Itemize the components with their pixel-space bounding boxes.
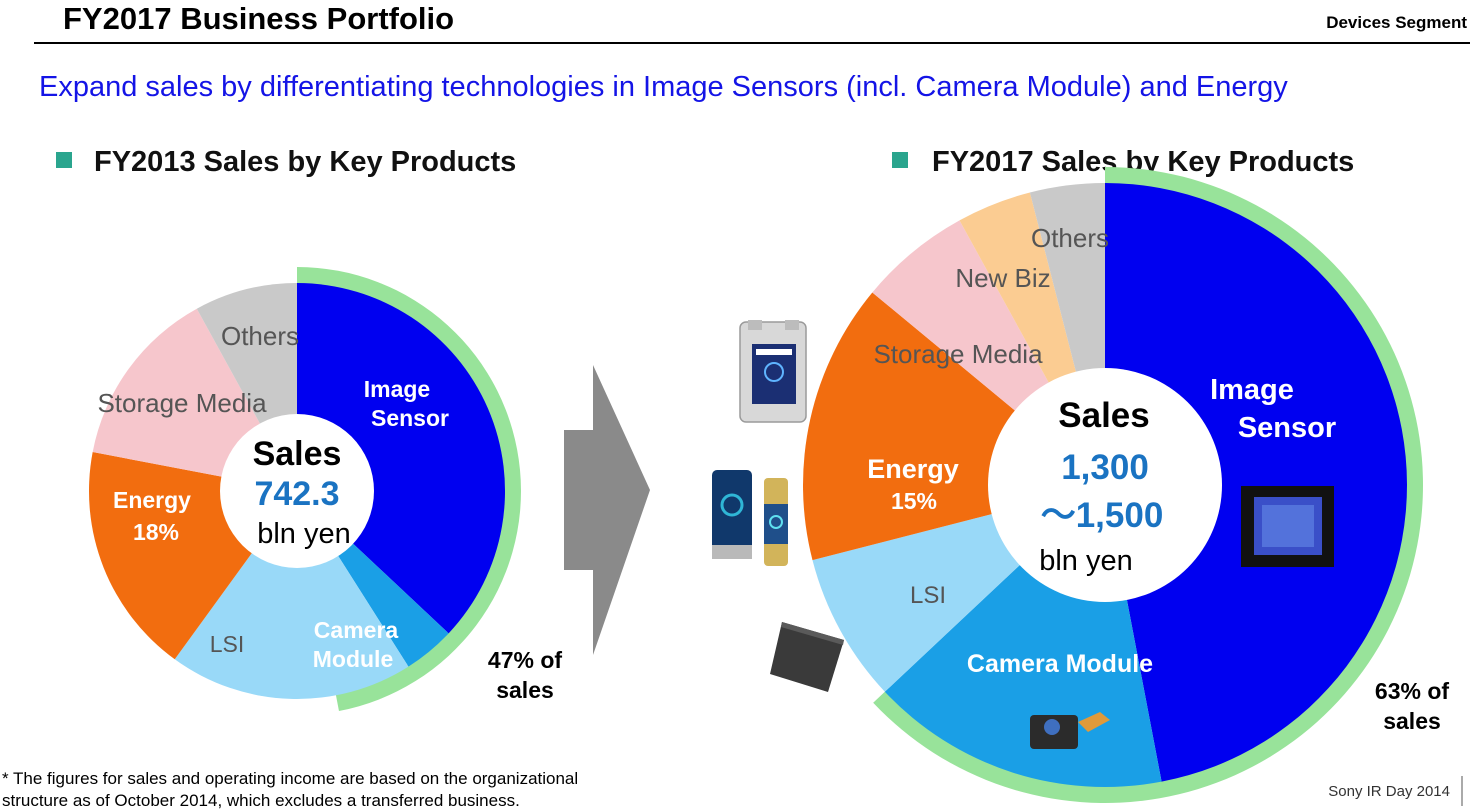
footnote-line1: * The figures for sales and operating in… xyxy=(2,769,578,788)
slice-label-camera-line1: Camera xyxy=(314,617,399,643)
slice-label-lsi: LSI xyxy=(210,631,245,657)
image-sensor-chip-icon xyxy=(1241,486,1334,567)
slice-label-others: Others xyxy=(221,321,299,351)
slice-label-image-sensor-line1: Image xyxy=(1210,374,1294,406)
slice-lsi xyxy=(174,491,409,700)
bullet-square-icon xyxy=(56,152,72,168)
slice-label-new-biz: New Biz xyxy=(955,263,1050,293)
donut-hole xyxy=(220,414,374,568)
slice-label-energy: Energy xyxy=(867,454,959,484)
donut-hole xyxy=(988,368,1222,602)
center-unit: bln yen xyxy=(257,518,351,550)
slice-image-sensor xyxy=(297,283,506,634)
share-label-line1: 47% of xyxy=(488,647,562,673)
brand-footer: Sony IR Day 2014 xyxy=(1328,783,1450,800)
camera-module-icon xyxy=(1030,712,1110,749)
lsi-chip-icon xyxy=(770,622,844,692)
slice-label-camera-line2: Module xyxy=(313,646,394,672)
slice-label-storage-media: Storage Media xyxy=(97,388,267,418)
slice-label-image-sensor-line2: Sensor xyxy=(1238,412,1336,444)
chart-title-fy2013: FY2013 Sales by Key Products xyxy=(94,146,516,178)
slice-label-image-sensor-line2: Sensor xyxy=(371,405,449,431)
slice-label-energy: Energy xyxy=(113,487,191,513)
share-label-line2: sales xyxy=(1383,708,1441,734)
slice-label-storage-media: Storage Media xyxy=(873,339,1043,369)
center-unit: bln yen xyxy=(1039,545,1133,577)
batteries-icon xyxy=(712,470,788,566)
slice-label-lsi: LSI xyxy=(910,582,946,609)
share-label-line2: sales xyxy=(496,677,554,703)
slice-label-camera-module: Camera Module xyxy=(967,650,1153,678)
center-label-sales: Sales xyxy=(253,435,342,473)
page-title: FY2017 Business Portfolio xyxy=(63,1,454,36)
slice-image-sensor xyxy=(1105,183,1407,782)
bullet-square-icon xyxy=(892,152,908,168)
center-value: 742.3 xyxy=(254,475,339,513)
donut-chart-fy2017: Image Sensor Camera Module LSI Energy 15… xyxy=(803,167,1449,803)
slice-label-others: Others xyxy=(1031,223,1109,253)
slide-subtitle: Expand sales by differentiating technolo… xyxy=(39,71,1288,103)
growth-arrow-icon xyxy=(564,365,650,655)
slice-label-energy-pct: 18% xyxy=(133,519,179,545)
slice-label-energy-pct: 15% xyxy=(891,488,937,514)
donut-chart-fy2013: Image Sensor Camera Module LSI Energy 18… xyxy=(88,267,562,712)
segment-label: Devices Segment xyxy=(1326,13,1467,32)
center-value-line2: ～1,500 xyxy=(1041,496,1164,535)
slice-label-image-sensor-line1: Image xyxy=(364,376,430,402)
highlight-ring-fy2017 xyxy=(873,167,1423,803)
center-value-line1: 1,300 xyxy=(1061,448,1149,487)
center-label-sales: Sales xyxy=(1058,396,1149,435)
share-label-line1: 63% of xyxy=(1375,678,1449,704)
battery-pack-icon xyxy=(739,320,807,423)
footnote-line2: structure as of October 2014, which excl… xyxy=(2,791,520,810)
